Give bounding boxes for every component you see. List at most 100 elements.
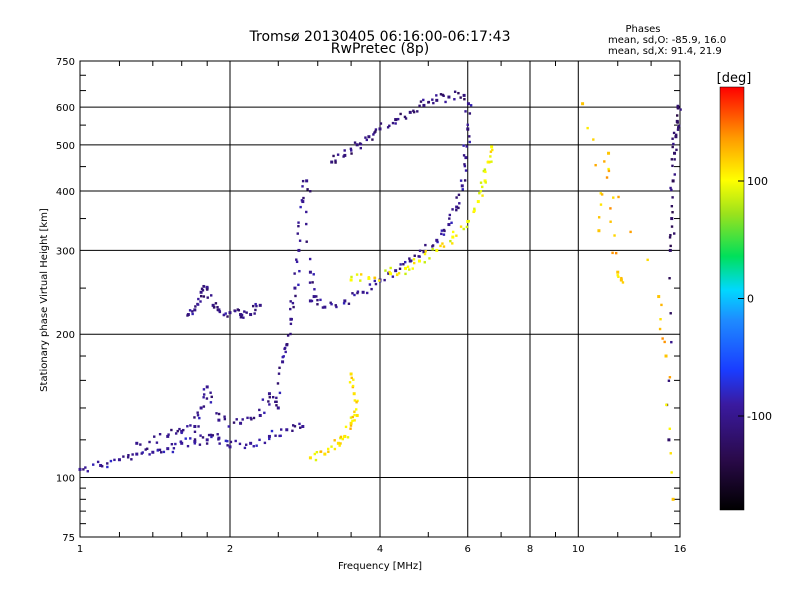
y-tick-label: 75 [62,533,75,544]
data-point [289,307,292,311]
data-point [315,451,319,454]
data-point [355,413,359,417]
data-point [349,147,353,151]
data-point [346,436,350,439]
data-point [468,112,472,115]
x-tick-labels: 1 2 4 6 8 10 16 [77,544,687,555]
data-point [462,144,465,147]
data-point [431,248,434,251]
data-point [396,117,400,121]
data-point [599,203,603,206]
data-point [148,440,151,444]
data-point [122,455,125,458]
data-point [249,416,252,420]
data-point [668,277,671,280]
y-tick-label: 200 [56,330,75,341]
data-point [293,272,296,275]
data-point [245,311,248,314]
data-point [349,421,353,425]
data-point [196,411,199,414]
data-point [267,434,271,438]
data-point [305,222,308,226]
data-point [607,167,610,171]
data-point [170,443,174,446]
data-point [211,303,215,307]
data-point [465,225,469,229]
data-point [298,239,302,242]
data-point [202,405,206,408]
data-point [301,424,305,428]
data-point [226,439,229,443]
data-point [463,98,466,101]
data-point [189,424,192,427]
data-point [374,282,378,286]
data-point [673,151,677,155]
data-point [361,290,365,294]
data-point [254,302,257,306]
data-point [207,433,211,437]
data-point [483,168,487,171]
data-point [413,254,416,257]
data-point [282,355,285,358]
data-point [279,434,282,438]
data-point [180,429,184,433]
data-point [670,471,673,474]
data-point [339,436,342,440]
data-point [466,102,470,106]
data-point [249,441,253,445]
data-point [355,143,359,147]
data-point [484,181,487,184]
trace-f-region-x-mode [349,145,494,282]
data-point [127,454,130,457]
data-point [299,205,302,209]
data-point [106,462,109,465]
data-point [289,317,293,321]
data-point [358,142,362,145]
data-point [467,219,471,223]
stats-x-line: mean, sd,X: 91.4, 21.9 [608,46,722,57]
data-point [176,429,179,433]
data-point [156,449,159,452]
data-point [199,434,202,437]
data-point [592,138,595,141]
data-point [86,470,89,473]
data-point [274,434,277,437]
data-point [370,287,373,291]
data-point [353,399,357,402]
data-point [436,240,439,244]
data-point [234,439,237,443]
data-point [617,195,620,199]
data-point [314,458,318,462]
data-point [671,145,674,149]
data-point [441,93,444,97]
data-point [489,155,492,158]
data-point [348,381,352,384]
data-point [189,437,192,440]
data-point [663,340,666,344]
data-point [291,301,295,305]
data-point [619,278,623,282]
data-point [153,435,156,438]
data-point [217,308,221,312]
data-point [581,102,585,106]
data-point [406,265,410,268]
data-point [673,232,676,235]
data-point [178,427,181,431]
data-point [171,450,175,454]
data-point [484,170,487,174]
data-point [206,285,209,289]
data-point [344,425,348,429]
data-point [669,244,672,248]
data-point [408,110,412,114]
chart-subtitle: RwPretec (8p) [331,41,429,57]
data-point [462,93,466,97]
data-point [211,434,215,437]
data-point [330,445,333,448]
data-point [679,108,682,111]
data-point [217,412,221,416]
data-point [453,90,457,93]
data-point [403,266,407,270]
colorbar-tick-label: -100 [747,410,772,423]
data-point [418,255,421,258]
